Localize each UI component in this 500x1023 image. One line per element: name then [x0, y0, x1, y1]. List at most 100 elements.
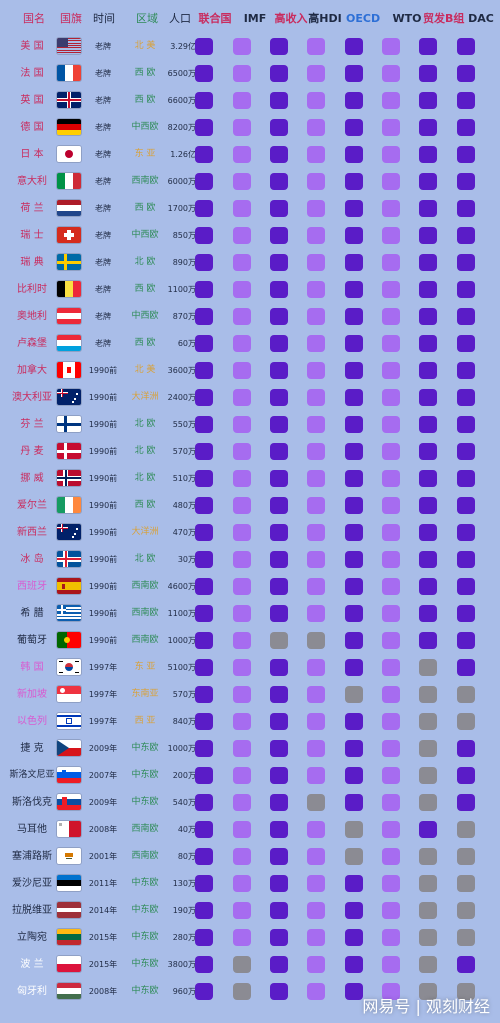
table-row: 斯洛伐克 2009年 中东欧 540万 — [0, 789, 500, 816]
region: 西 欧 — [134, 203, 156, 213]
membership-cell — [233, 38, 251, 55]
membership-cell — [233, 389, 251, 406]
region: 中东欧 — [131, 797, 159, 807]
membership-cell — [382, 65, 400, 82]
population: 570万 — [172, 447, 196, 456]
population: 870万 — [172, 312, 196, 321]
membership-cell — [233, 281, 251, 298]
country-name: 捷 克 — [20, 743, 44, 754]
join-time: 老牌 — [95, 123, 111, 132]
membership-cell — [195, 146, 213, 163]
membership-cell — [195, 200, 213, 217]
membership-cell — [345, 335, 363, 352]
population: 1700万 — [167, 204, 196, 213]
table-row: 意大利 老牌 西南欧 6000万 — [0, 168, 500, 195]
membership-cell — [270, 605, 288, 622]
region: 西南欧 — [131, 635, 159, 645]
country-name: 马耳他 — [17, 824, 47, 835]
membership-cell — [195, 497, 213, 514]
membership-cell — [233, 308, 251, 325]
flag-australia-icon — [57, 389, 81, 405]
membership-cell — [419, 281, 437, 298]
region: 北 美 — [134, 365, 156, 375]
membership-cell — [195, 416, 213, 433]
table-row: 奥地利 老牌 中西欧 870万 — [0, 303, 500, 330]
membership-cell — [382, 578, 400, 595]
membership-cell — [419, 902, 437, 919]
flag-italy-icon — [57, 173, 81, 189]
region: 西南欧 — [131, 608, 159, 618]
membership-cell — [270, 875, 288, 892]
country-name: 美 国 — [20, 41, 44, 52]
membership-cell — [419, 389, 437, 406]
membership-cell — [345, 173, 363, 190]
membership-cell — [233, 659, 251, 676]
membership-cell — [457, 551, 475, 568]
membership-cell — [270, 956, 288, 973]
join-time: 2015年 — [88, 960, 118, 969]
membership-cell — [195, 983, 213, 1000]
membership-cell — [233, 713, 251, 730]
country-name: 葡萄牙 — [17, 635, 47, 646]
country-name: 新西兰 — [17, 527, 47, 538]
population: 40万 — [177, 825, 196, 834]
membership-cell — [457, 632, 475, 649]
region: 北 欧 — [134, 419, 156, 429]
flag-hungary-icon — [57, 983, 81, 999]
membership-cell — [419, 146, 437, 163]
country-name: 塞浦路斯 — [12, 851, 52, 862]
membership-cell — [457, 416, 475, 433]
population: 30万 — [177, 555, 196, 564]
region: 西 欧 — [134, 95, 156, 105]
membership-cell — [382, 470, 400, 487]
membership-cell — [345, 497, 363, 514]
region: 东 亚 — [134, 149, 156, 159]
join-time: 2008年 — [88, 987, 118, 996]
country-name: 英 国 — [20, 95, 44, 106]
population: 3.29亿 — [170, 42, 196, 51]
membership-cell — [195, 470, 213, 487]
membership-cell — [457, 848, 475, 865]
flag-france-icon — [57, 65, 81, 81]
region: 大洋洲 — [131, 527, 159, 537]
membership-cell — [345, 794, 363, 811]
country-name: 新加坡 — [17, 689, 47, 700]
membership-cell — [307, 875, 325, 892]
population: 1100万 — [167, 609, 196, 618]
population: 60万 — [177, 339, 196, 348]
flag-finland-icon — [57, 416, 81, 432]
flag-japan-icon — [57, 146, 81, 162]
column-header: 区域 — [136, 12, 158, 25]
membership-cell — [419, 470, 437, 487]
membership-cell — [345, 767, 363, 784]
country-name: 波 兰 — [20, 959, 44, 970]
country-name: 丹 麦 — [20, 446, 44, 457]
membership-cell — [195, 281, 213, 298]
membership-cell — [382, 362, 400, 379]
flag-iceland-icon — [57, 551, 81, 567]
membership-cell — [419, 578, 437, 595]
membership-cell — [345, 713, 363, 730]
membership-cell — [307, 65, 325, 82]
join-time: 老牌 — [95, 339, 111, 348]
membership-cell — [419, 767, 437, 784]
membership-cell — [419, 254, 437, 271]
country-name: 卢森堡 — [17, 338, 47, 349]
country-name: 爱沙尼亚 — [12, 878, 52, 889]
flag-canada-icon — [57, 362, 81, 378]
membership-cell — [195, 632, 213, 649]
membership-cell — [233, 254, 251, 271]
membership-cell — [457, 956, 475, 973]
membership-cell — [382, 605, 400, 622]
membership-cell — [307, 281, 325, 298]
membership-cell — [345, 686, 363, 703]
table-row: 法 国 老牌 西 欧 6500万 — [0, 60, 500, 87]
country-name: 斯洛伐克 — [12, 797, 52, 808]
membership-cell — [270, 254, 288, 271]
country-name: 加拿大 — [17, 365, 47, 376]
country-name: 瑞 典 — [20, 257, 44, 268]
membership-cell — [345, 875, 363, 892]
membership-cell — [382, 119, 400, 136]
table-row: 荷 兰 老牌 西 欧 1700万 — [0, 195, 500, 222]
membership-cell — [345, 848, 363, 865]
